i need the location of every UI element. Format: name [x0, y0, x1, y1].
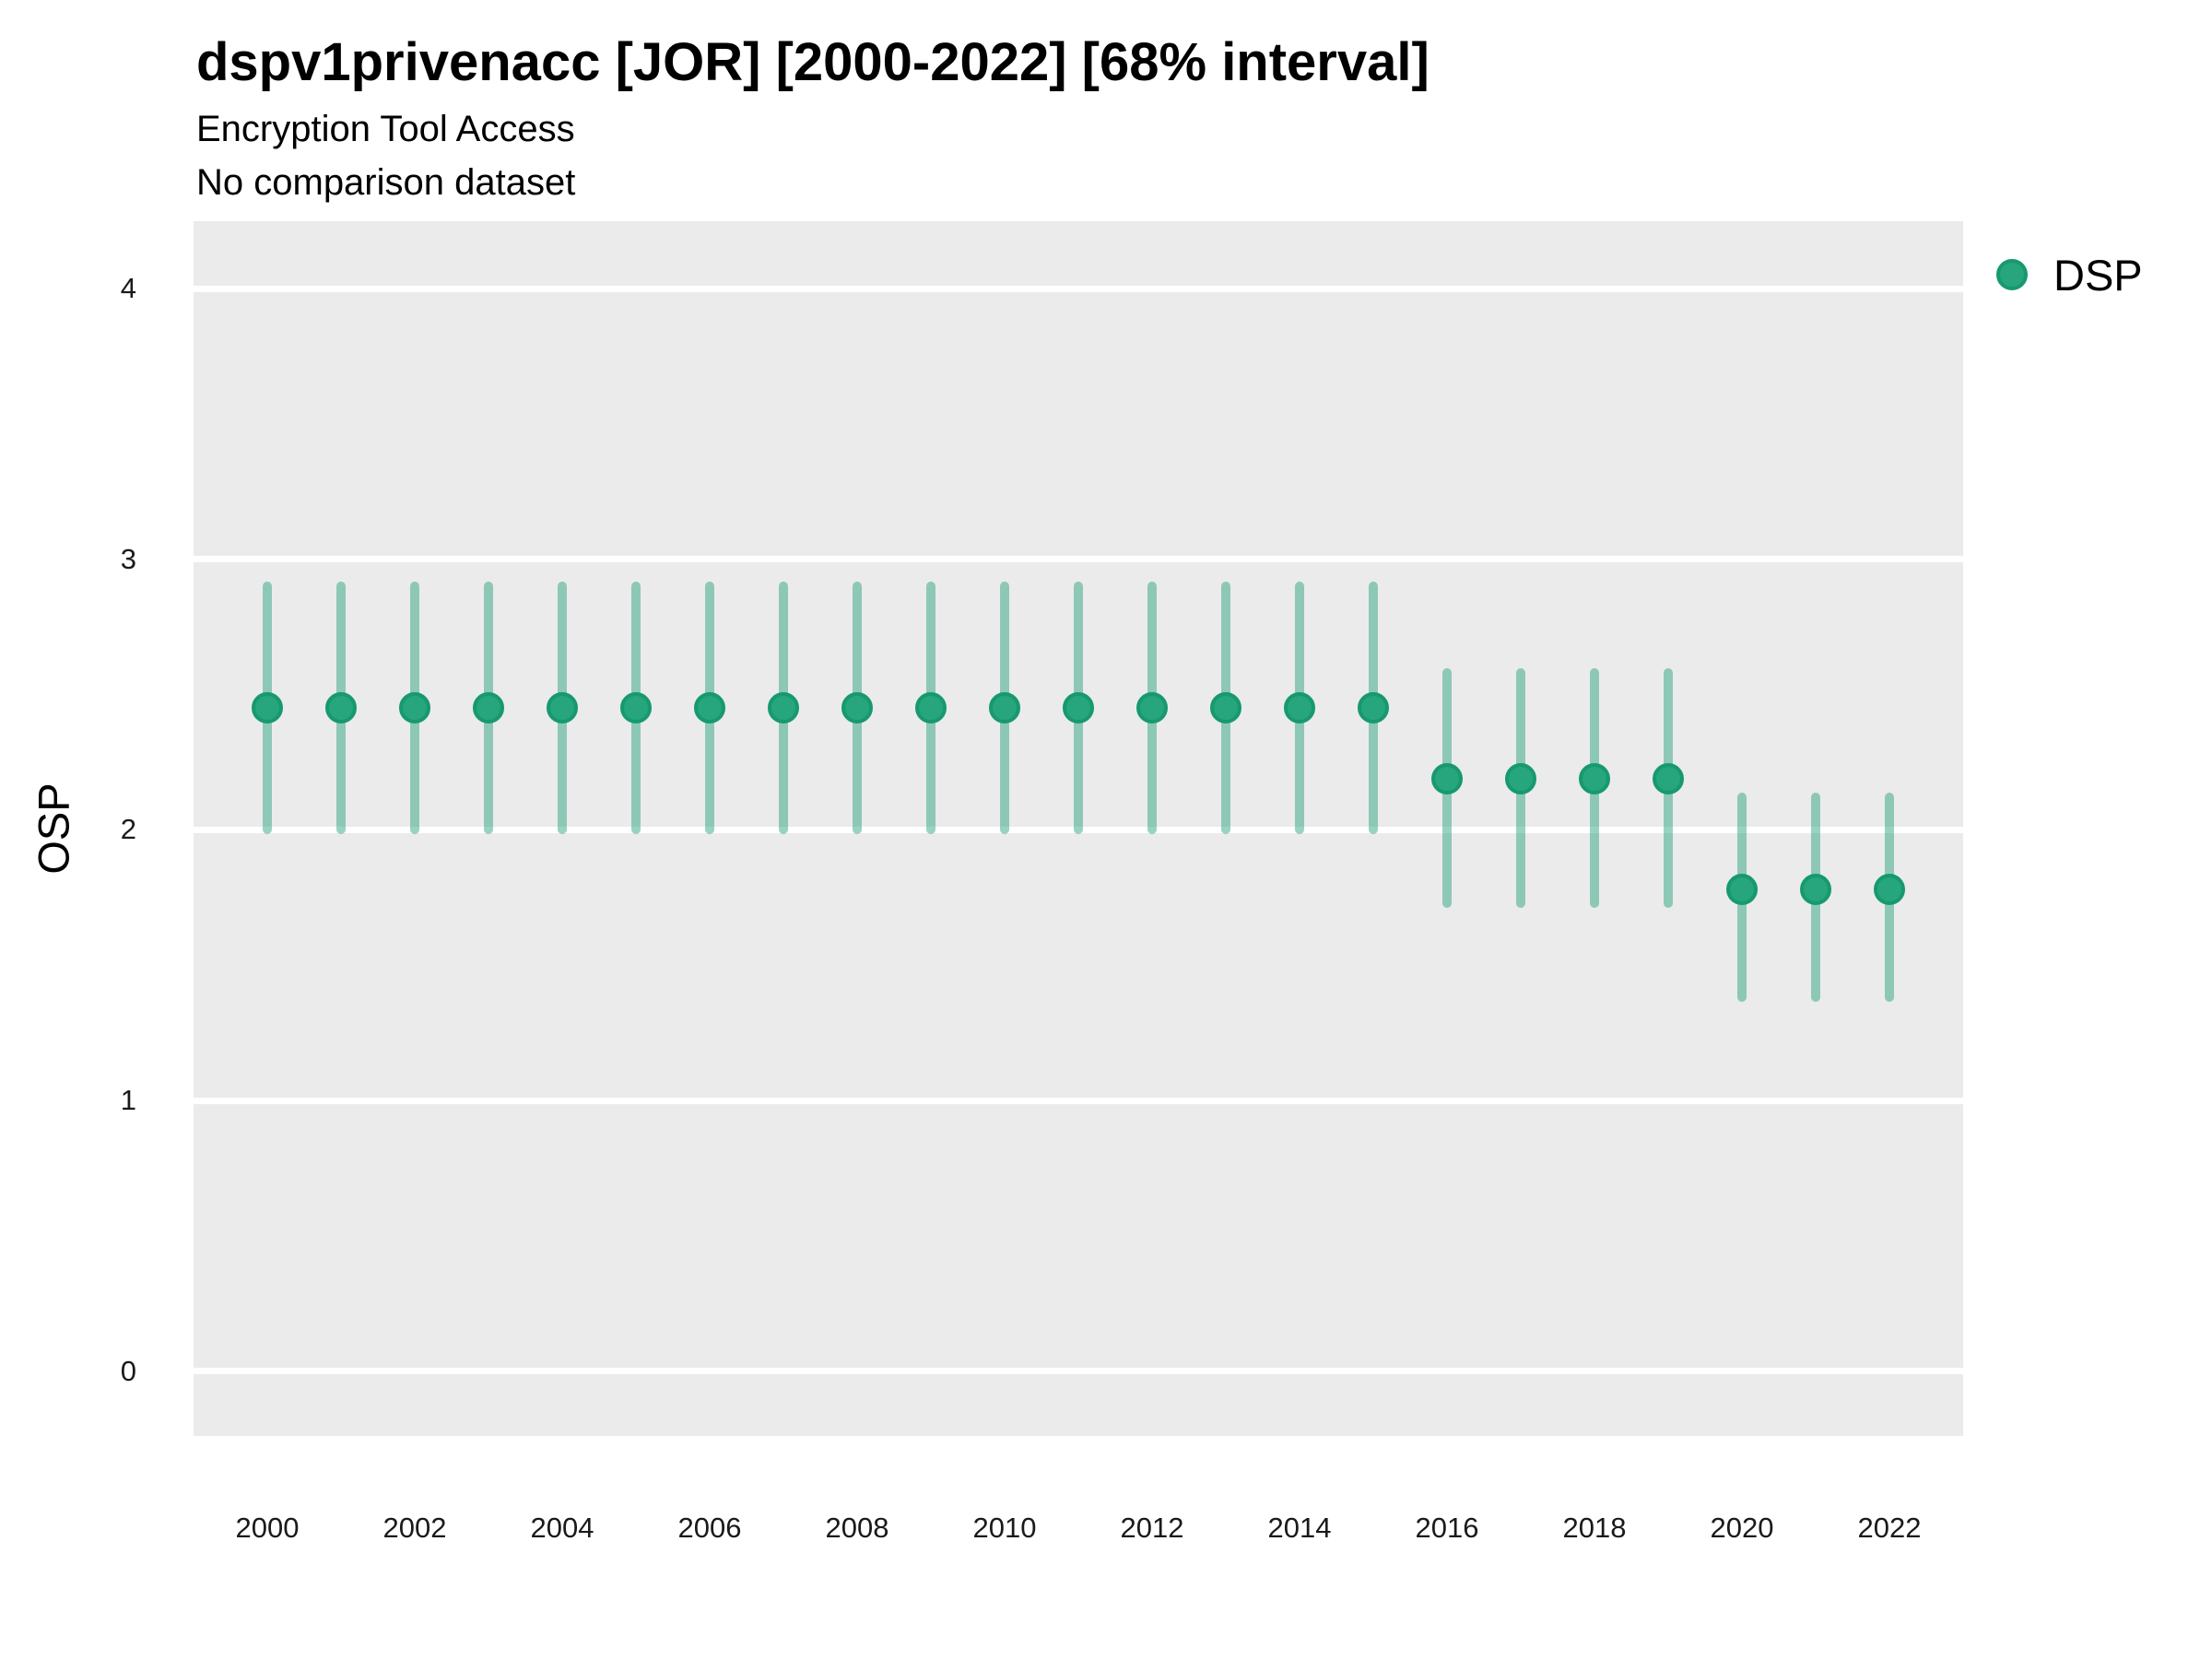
point-estimate-2009 — [915, 692, 947, 724]
point-estimate-2010 — [989, 692, 1020, 724]
x-tick-label-2020: 2020 — [1710, 1512, 1774, 1544]
x-tick-label-2002: 2002 — [382, 1512, 447, 1544]
chart-subtitle: Encryption Tool Access — [196, 109, 575, 149]
x-tick-label-2004: 2004 — [530, 1512, 594, 1544]
x-tick-label-2008: 2008 — [825, 1512, 889, 1544]
x-tick-label-2022: 2022 — [1857, 1512, 1922, 1544]
point-estimate-2019 — [1653, 762, 1684, 794]
point-estimate-2018 — [1579, 762, 1610, 794]
x-tick-label-2000: 2000 — [235, 1512, 300, 1544]
x-tick-label-2014: 2014 — [1267, 1512, 1332, 1544]
point-estimate-2003 — [473, 692, 504, 724]
point-estimate-2014 — [1284, 692, 1315, 724]
legend-label: DSP — [2053, 251, 2143, 300]
y-tick-label-1: 1 — [120, 1084, 136, 1116]
point-estimate-2002 — [399, 692, 430, 724]
y-tick-label-2: 2 — [120, 813, 136, 846]
x-tick-label-2016: 2016 — [1415, 1512, 1479, 1544]
point-estimate-2013 — [1210, 692, 1241, 724]
point-estimate-2005 — [620, 692, 652, 724]
point-estimate-2008 — [841, 692, 873, 724]
point-estimate-2004 — [547, 692, 578, 724]
y-tick-label-3: 3 — [120, 542, 136, 575]
gridline-y-0 — [194, 1368, 1963, 1375]
point-estimate-2006 — [694, 692, 725, 724]
point-estimate-2020 — [1726, 874, 1758, 906]
plot-panel — [194, 221, 1963, 1436]
point-estimate-2017 — [1505, 762, 1536, 794]
point-estimate-2011 — [1063, 692, 1094, 724]
point-estimate-2001 — [325, 692, 357, 724]
x-tick-label-2018: 2018 — [1562, 1512, 1627, 1544]
gridline-y-4 — [194, 285, 1963, 292]
point-estimate-2022 — [1874, 874, 1905, 906]
x-tick-label-2012: 2012 — [1120, 1512, 1184, 1544]
point-estimate-2016 — [1431, 762, 1463, 794]
point-estimate-2007 — [768, 692, 799, 724]
gridline-y-1 — [194, 1097, 1963, 1104]
gridline-y-2 — [194, 826, 1963, 833]
point-estimate-2000 — [252, 692, 283, 724]
y-tick-label-4: 4 — [120, 272, 136, 305]
chart-note: No comparison dataset — [196, 162, 576, 203]
point-estimate-2021 — [1800, 874, 1831, 906]
point-estimate-2012 — [1136, 692, 1168, 724]
x-tick-label-2006: 2006 — [677, 1512, 742, 1544]
legend: DSP — [1991, 249, 2212, 304]
x-tick-label-2010: 2010 — [972, 1512, 1037, 1544]
y-tick-label-0: 0 — [120, 1354, 136, 1387]
gridline-y-3 — [194, 556, 1963, 563]
chart-title: dspv1privenacc [JOR] [2000-2022] [68% in… — [196, 32, 1430, 92]
legend-key-circle-icon — [1996, 259, 2028, 290]
point-estimate-2015 — [1358, 692, 1389, 724]
